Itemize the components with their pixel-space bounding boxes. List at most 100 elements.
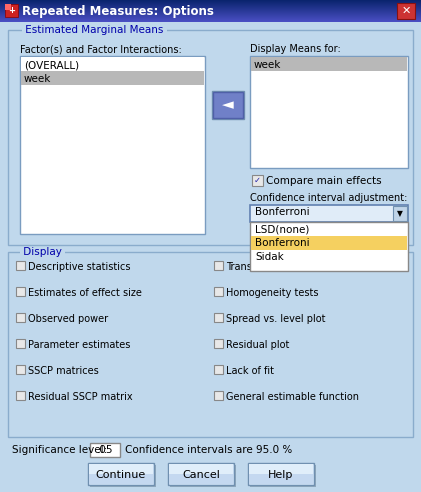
Bar	[20, 56, 205, 234]
Text: Compare main effects: Compare main effects	[266, 176, 381, 186]
Text: Residual plot: Residual plot	[226, 340, 289, 350]
Bar	[0, 10, 421, 11]
Text: Homogeneity tests: Homogeneity tests	[226, 288, 319, 298]
Bar	[0, 16, 421, 17]
Bar	[0, 8, 421, 9]
Bar	[5, 4, 18, 17]
Text: General estimable function: General estimable function	[226, 392, 359, 402]
Bar	[0, 20, 421, 21]
Text: Descriptive statistics: Descriptive statistics	[28, 262, 131, 272]
Text: Bonferroni: Bonferroni	[255, 238, 309, 248]
Bar	[169, 474, 233, 484]
Bar	[0, 9, 421, 10]
Bar	[88, 463, 154, 485]
Text: ▼: ▼	[397, 209, 403, 218]
Bar	[251, 57, 407, 71]
Bar	[168, 463, 234, 485]
Text: Spread vs. level plot: Spread vs. level plot	[226, 314, 325, 324]
Bar	[16, 261, 25, 270]
Bar	[0, 13, 421, 14]
Text: Confidence interval adjustment:: Confidence interval adjustment:	[250, 193, 408, 203]
Text: Factor(s) and Factor Interactions:: Factor(s) and Factor Interactions:	[20, 44, 182, 54]
Text: Sidak: Sidak	[255, 252, 284, 262]
Text: +: +	[8, 6, 15, 15]
Bar	[16, 339, 25, 348]
Text: SSCP matrices: SSCP matrices	[28, 366, 99, 376]
Bar	[8, 30, 413, 245]
Bar	[0, 14, 421, 15]
Text: Significance level:: Significance level:	[12, 445, 107, 455]
Bar	[89, 464, 153, 475]
Bar	[214, 261, 223, 270]
Bar	[250, 56, 408, 168]
Bar	[0, 4, 421, 5]
Bar	[0, 3, 421, 4]
Text: Display: Display	[20, 247, 65, 257]
Text: Repeated Measures: Options: Repeated Measures: Options	[22, 4, 214, 18]
Bar	[0, 5, 421, 6]
Bar	[0, 17, 421, 18]
Bar	[214, 339, 223, 348]
Bar	[252, 175, 263, 186]
Bar	[249, 464, 313, 475]
Bar	[251, 236, 407, 250]
Bar	[0, 21, 421, 22]
Text: Observed power: Observed power	[28, 314, 108, 324]
Bar	[89, 474, 153, 484]
Bar	[214, 365, 223, 374]
Text: Bonferroni: Bonferroni	[255, 207, 309, 217]
Bar	[0, 19, 421, 20]
Text: Display Means for:: Display Means for:	[250, 44, 341, 54]
Text: week: week	[24, 74, 51, 84]
Bar	[16, 365, 25, 374]
Bar	[250, 222, 408, 271]
Bar	[90, 465, 156, 487]
Bar	[0, 0, 421, 1]
Text: (OVERALL): (OVERALL)	[24, 60, 79, 70]
Text: .05: .05	[97, 445, 113, 455]
Text: LSD(none): LSD(none)	[255, 224, 309, 234]
Text: Estimated Marginal Means: Estimated Marginal Means	[22, 25, 167, 35]
Text: Parameter estimates: Parameter estimates	[28, 340, 131, 350]
Text: ✕: ✕	[401, 6, 411, 16]
Bar	[248, 463, 314, 485]
Bar	[0, 7, 421, 8]
Bar	[21, 71, 204, 85]
Bar	[249, 474, 313, 484]
Bar	[250, 465, 316, 487]
Bar	[0, 2, 421, 3]
Bar	[16, 391, 25, 400]
Bar	[0, 1, 421, 2]
Bar	[0, 12, 421, 13]
Bar	[170, 465, 236, 487]
Bar	[0, 6, 421, 7]
Bar	[16, 287, 25, 296]
Text: Estimates of effect size: Estimates of effect size	[28, 288, 142, 298]
Text: Confidence intervals are 95.0 %: Confidence intervals are 95.0 %	[125, 445, 292, 455]
Text: ◄: ◄	[222, 97, 234, 113]
Bar	[21, 57, 204, 71]
Text: week: week	[254, 60, 281, 70]
Text: Transformation matrix: Transformation matrix	[226, 262, 334, 272]
Bar	[393, 206, 407, 221]
Bar	[169, 464, 233, 475]
Text: Help: Help	[268, 470, 294, 480]
Bar	[250, 205, 408, 222]
Text: Lack of fit: Lack of fit	[226, 366, 274, 376]
Bar	[212, 91, 244, 119]
Bar	[0, 18, 421, 19]
Bar	[214, 287, 223, 296]
Text: Continue: Continue	[96, 470, 146, 480]
Bar	[8, 252, 413, 437]
Bar	[397, 3, 415, 19]
Text: Cancel: Cancel	[182, 470, 220, 480]
Bar	[214, 391, 223, 400]
Text: Residual SSCP matrix: Residual SSCP matrix	[28, 392, 133, 402]
Bar	[214, 313, 223, 322]
Bar	[213, 92, 243, 118]
Bar	[0, 15, 421, 16]
Bar	[90, 443, 120, 457]
Bar	[0, 11, 421, 12]
Text: ✓: ✓	[254, 176, 261, 185]
Bar	[16, 313, 25, 322]
